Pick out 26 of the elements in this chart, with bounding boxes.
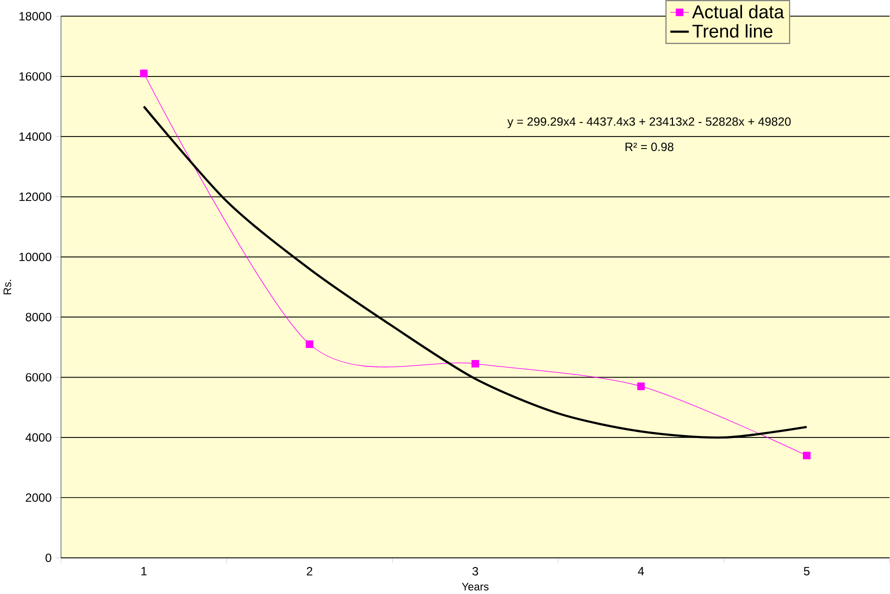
y-tick-label: 4000	[26, 433, 52, 442]
y-tick-label: 2000	[26, 493, 52, 502]
x-tick-label: 1	[141, 567, 147, 576]
x-axis-title: Years	[462, 582, 489, 590]
point	[306, 340, 314, 348]
x-tick-label: 2	[306, 567, 312, 576]
x-tick-label: 5	[804, 567, 810, 576]
legend-label: Trend line	[692, 24, 772, 38]
legend-label: Actual data	[692, 4, 784, 18]
y-tick-label: 12000	[20, 192, 52, 201]
y-tick-label: 16000	[20, 72, 52, 81]
point	[637, 382, 645, 390]
annotation: R² = 0.98	[626, 142, 674, 152]
y-tick-label: 8000	[26, 312, 52, 322]
y-tick-label: 10000	[20, 252, 52, 262]
y-tick-label: 14000	[20, 132, 52, 141]
y-tick-label: 6000	[26, 373, 52, 382]
x-tick-label: 4	[638, 567, 644, 576]
y-tick-label: 0	[46, 554, 52, 562]
point	[471, 360, 480, 368]
x-tick-label: 3	[472, 567, 478, 576]
annotation: y = 299.29x4 - 4437.4x3 + 23413x2 - 52828x + 49820	[507, 117, 791, 128]
y-axis-title: Rs.	[4, 280, 12, 294]
point	[140, 70, 148, 78]
point	[802, 452, 810, 460]
y-tick-label: 18000	[20, 12, 52, 20]
